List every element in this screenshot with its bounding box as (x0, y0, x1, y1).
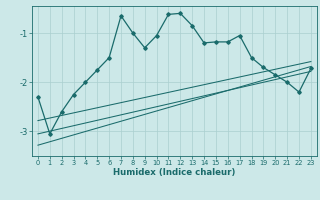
X-axis label: Humidex (Indice chaleur): Humidex (Indice chaleur) (113, 168, 236, 177)
